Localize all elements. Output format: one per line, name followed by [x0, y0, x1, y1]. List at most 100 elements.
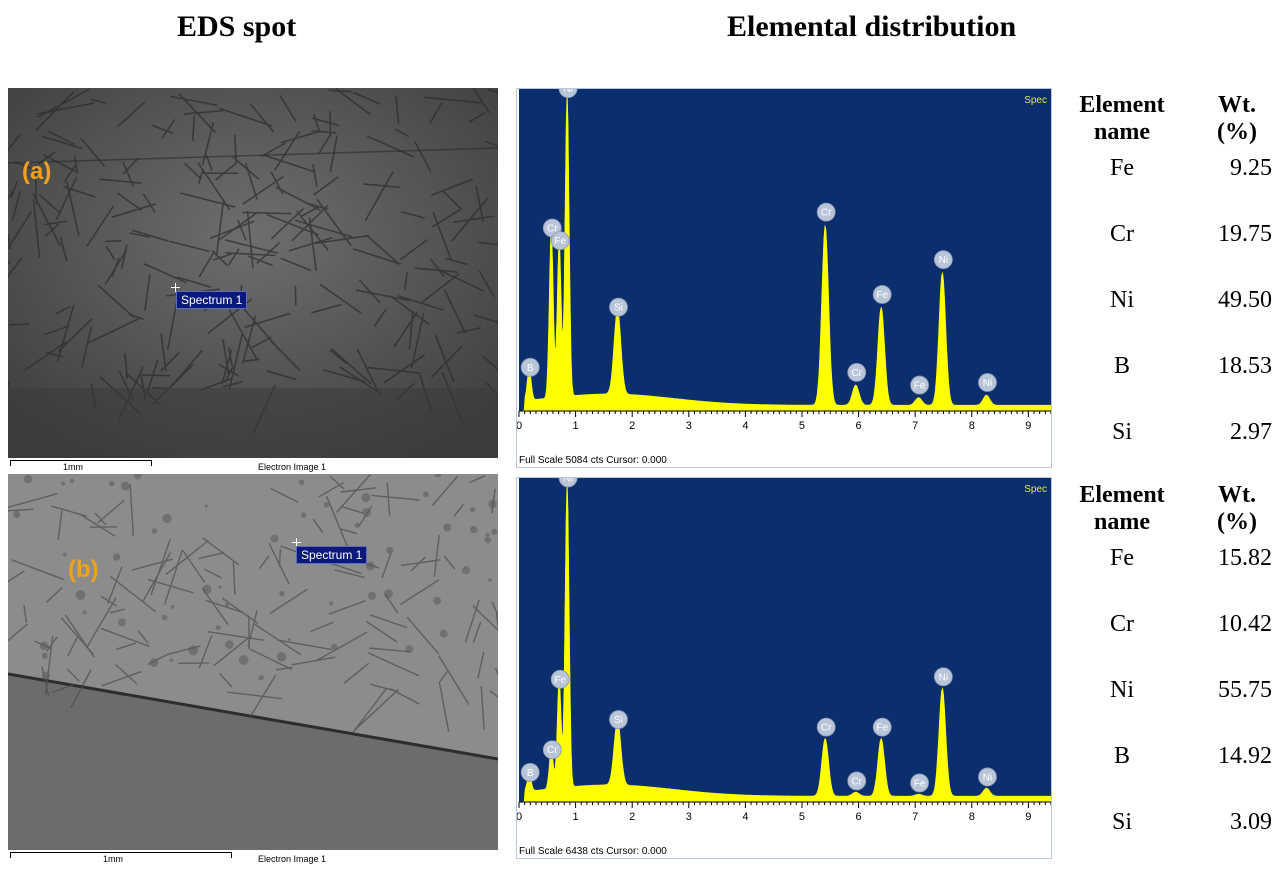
svg-text:Ni: Ni	[983, 378, 992, 389]
peak-label-fe: Fe	[911, 376, 929, 394]
x-tick-label: 7	[912, 811, 918, 823]
composition-table-b: Element name Wt. (%) Fe 15.82 Cr 10.42 N…	[1062, 482, 1276, 875]
x-tick-label: 0	[517, 811, 522, 823]
x-tick-label: 7	[912, 420, 918, 432]
x-tick-label: 4	[742, 811, 748, 823]
x-tick-label: 6	[856, 420, 862, 432]
x-tick-label: 0	[517, 420, 522, 432]
x-tick-label: 1	[573, 420, 579, 432]
header-line: name	[1062, 119, 1182, 146]
wt-cell: 49.50	[1218, 287, 1272, 314]
wt-cell: 2.97	[1230, 419, 1272, 446]
element-cell: Ni	[1062, 287, 1182, 314]
svg-text:Fe: Fe	[914, 381, 926, 392]
peak-label-fe: Fe	[911, 774, 929, 792]
x-tick-label: 5	[799, 420, 805, 432]
table-row: B 14.92	[1062, 743, 1276, 809]
peak-label-cr: Cr	[848, 363, 866, 381]
peak-label-ni: Ni	[978, 768, 996, 786]
wt-cell: 15.82	[1218, 545, 1272, 572]
wt-header: Wt. (%)	[1202, 92, 1272, 146]
wt-cell: 3.09	[1230, 809, 1272, 836]
table-row: Fe 15.82	[1062, 545, 1276, 611]
svg-text:Cr: Cr	[851, 776, 862, 787]
x-tick-label: 9	[1025, 811, 1031, 823]
element-cell: Si	[1062, 419, 1182, 446]
table-row: Cr 19.75	[1062, 221, 1276, 287]
element-cell: Ni	[1062, 677, 1182, 704]
svg-text:Cr: Cr	[851, 368, 862, 379]
sem-texture-b	[8, 474, 498, 850]
svg-text:Fe: Fe	[554, 236, 566, 247]
element-cell: Si	[1062, 809, 1182, 836]
peak-label-ni: Ni	[978, 374, 996, 392]
table-row: Cr 10.42	[1062, 611, 1276, 677]
x-tick-label: 2	[629, 811, 635, 823]
header-line: (%)	[1202, 509, 1272, 536]
scalebar-a: 1mm Electron Image 1	[8, 458, 498, 472]
x-tick-label: 2	[629, 420, 635, 432]
element-cell: Fe	[1062, 545, 1182, 572]
wt-cell: 9.25	[1230, 155, 1272, 182]
svg-text:Ni: Ni	[939, 255, 948, 266]
peak-label-b: B	[521, 763, 539, 781]
peak-label-cr: Cr	[817, 203, 835, 221]
spectrum-footer-a: Full Scale 5084 cts Cursor: 0.000	[519, 455, 667, 466]
element-cell: B	[1062, 743, 1182, 770]
svg-text:Cr: Cr	[547, 745, 558, 756]
peak-label-ni: Ni	[934, 668, 952, 686]
sem-texture-a	[8, 88, 498, 458]
spectrum-tag-b[interactable]: Spectrum 1	[296, 546, 367, 564]
table-row: Si 3.09	[1062, 809, 1276, 875]
peak-label-fe: Fe	[551, 670, 569, 688]
peak-label-b: B	[521, 358, 539, 376]
svg-text:Si: Si	[614, 715, 623, 726]
svg-text:Fe: Fe	[554, 675, 566, 686]
header-line: Element	[1062, 482, 1182, 509]
table-row: Fe 9.25	[1062, 155, 1276, 221]
wt-cell: 18.53	[1218, 353, 1272, 380]
header-line: name	[1062, 509, 1182, 536]
wt-cell: 55.75	[1218, 677, 1272, 704]
svg-text:B: B	[527, 363, 534, 374]
heading-eds-spot: EDS spot	[177, 10, 296, 44]
svg-text:Ni: Ni	[983, 772, 992, 783]
peak-label-fe: Fe	[551, 232, 569, 250]
element-cell: B	[1062, 353, 1182, 380]
peak-label-ni: Ni	[934, 251, 952, 269]
wt-cell: 14.92	[1218, 743, 1272, 770]
table-row: B 18.53	[1062, 353, 1276, 419]
peak-label-si: Si	[609, 298, 627, 316]
peak-label-fe: Fe	[873, 718, 891, 736]
x-tick-label: 3	[686, 420, 692, 432]
peak-label-cr: Cr	[817, 718, 835, 736]
x-tick-label: 8	[969, 420, 975, 432]
peak-label-cr: Cr	[848, 772, 866, 790]
x-tick-label: 4	[742, 420, 748, 432]
element-name-header: Element name	[1062, 92, 1182, 146]
spectrum-corner-label: Spec	[1024, 95, 1047, 106]
sem-image-b: (b) Spectrum 1	[8, 474, 498, 850]
header-line: Element	[1062, 92, 1182, 119]
wt-cell: 19.75	[1218, 221, 1272, 248]
x-tick-label: 5	[799, 811, 805, 823]
spectrum-background	[519, 89, 1051, 411]
svg-text:Fe: Fe	[876, 723, 888, 734]
header-line: Wt.	[1202, 482, 1272, 509]
element-cell: Cr	[1062, 221, 1182, 248]
svg-text:Ni: Ni	[939, 672, 948, 683]
svg-text:Si: Si	[614, 303, 623, 314]
composition-table-a: Element name Wt. (%) Fe 9.25 Cr 19.75 Ni…	[1062, 92, 1276, 485]
wt-cell: 10.42	[1218, 611, 1272, 638]
spectrum-tag-a[interactable]: Spectrum 1	[176, 291, 247, 309]
panel-label-b: (b)	[68, 556, 99, 584]
x-tick-label: 3	[686, 811, 692, 823]
image-caption-a: Electron Image 1	[258, 462, 326, 472]
x-tick-label: 6	[856, 811, 862, 823]
spectrum-background	[519, 478, 1051, 802]
table-row: Ni 49.50	[1062, 287, 1276, 353]
element-cell: Fe	[1062, 155, 1182, 182]
x-tick-label: 1	[573, 811, 579, 823]
